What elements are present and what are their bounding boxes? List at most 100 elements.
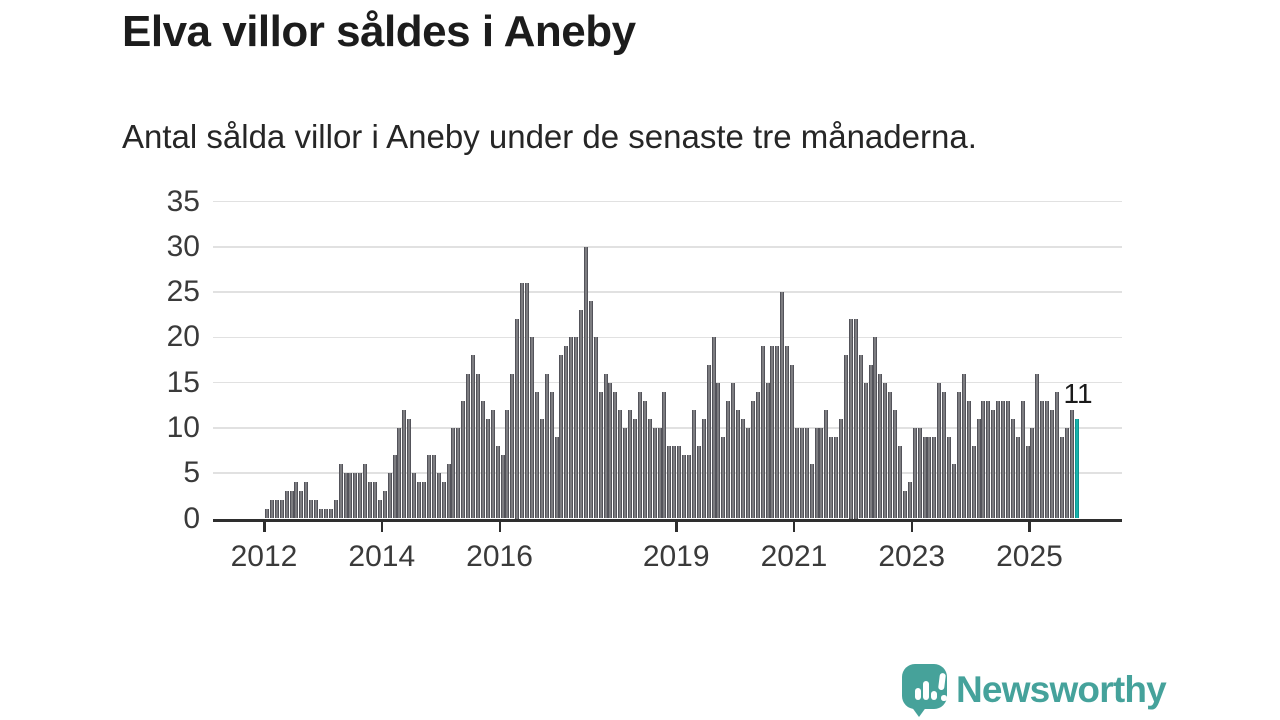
bar [917, 427, 922, 519]
bar [888, 391, 893, 519]
bar [338, 464, 343, 519]
bar [755, 391, 760, 519]
bar [515, 319, 520, 519]
bar [574, 337, 579, 519]
x-axis-tick [910, 521, 914, 532]
bar [407, 418, 412, 519]
bar [544, 373, 549, 519]
x-axis-tick-label: 2023 [878, 540, 946, 573]
bar [672, 446, 677, 519]
bar [1030, 427, 1035, 519]
bar [981, 400, 986, 519]
bar [834, 436, 839, 519]
bar [682, 455, 687, 519]
bar [422, 482, 427, 519]
bar [294, 482, 299, 519]
y-axis-tick-label: 30 [166, 229, 200, 263]
bar [922, 436, 927, 519]
highlight-value-label: 11 [1063, 378, 1093, 409]
bar [495, 446, 500, 519]
bar [637, 391, 642, 519]
bar [1059, 436, 1064, 519]
bar [588, 301, 593, 519]
bar [289, 491, 294, 519]
bar [549, 391, 554, 519]
x-axis-tick-label: 2021 [760, 540, 828, 573]
logo-exclamation-dot-icon [941, 695, 947, 701]
x-axis-tick-label: 2016 [466, 540, 533, 573]
bar [932, 436, 937, 519]
bar [750, 400, 755, 519]
bar [505, 409, 510, 519]
y-axis-tick-label: 5 [183, 456, 200, 490]
x-axis-tick [1028, 521, 1031, 532]
bar [397, 427, 402, 519]
bar [986, 400, 991, 519]
bar [1010, 418, 1015, 519]
bar [839, 418, 844, 519]
logo-speech-bubble-icon [902, 664, 947, 709]
bar [951, 464, 956, 519]
bar [844, 355, 849, 519]
bar [848, 319, 853, 519]
bar [490, 409, 495, 519]
bar [721, 436, 726, 519]
bar [343, 473, 348, 519]
bar [863, 382, 868, 519]
bar [799, 427, 804, 519]
y-axis-tick-label: 15 [166, 365, 200, 399]
bar [559, 355, 564, 519]
bar [976, 418, 981, 519]
bar [961, 373, 966, 519]
bar [780, 292, 785, 519]
logo-bubble-tail [911, 706, 927, 717]
bar [471, 355, 476, 519]
bar [583, 246, 588, 519]
bar [353, 473, 358, 519]
bar [996, 400, 1001, 519]
bar [1045, 400, 1050, 519]
bar [274, 500, 279, 519]
bar [426, 455, 431, 519]
bar [642, 400, 647, 519]
y-axis-tick-label: 35 [166, 184, 200, 218]
bar [1025, 446, 1030, 519]
bar [417, 482, 422, 519]
bar [525, 283, 530, 519]
bar [731, 382, 736, 519]
bar [579, 310, 584, 519]
bar [387, 473, 392, 519]
bar [412, 473, 417, 519]
bar [539, 418, 544, 519]
bar [883, 382, 888, 519]
bar [603, 373, 608, 519]
bar [858, 355, 863, 519]
bar [971, 446, 976, 519]
bar [902, 491, 907, 519]
bar [765, 382, 770, 519]
brand-name: Newsworthy [956, 669, 1167, 710]
bar [402, 409, 407, 519]
bar [377, 500, 382, 519]
bar [569, 337, 574, 519]
bar [1035, 373, 1040, 519]
gridline-y35 [213, 200, 1122, 203]
bar [956, 391, 961, 519]
bar [510, 373, 515, 519]
y-axis-tick-label: 0 [183, 501, 200, 535]
bar [652, 427, 657, 519]
y-axis-tick-label: 20 [166, 320, 200, 354]
bar [480, 400, 485, 519]
bar [687, 455, 691, 519]
x-axis-tick-label: 2014 [348, 540, 416, 573]
bar [937, 382, 942, 519]
bar [745, 427, 750, 519]
bar [898, 446, 902, 519]
bar [657, 427, 662, 519]
bar [804, 427, 809, 519]
bar [1055, 391, 1060, 519]
chart-subtitle: Antal sålda villor i Aneby under de sena… [122, 118, 977, 155]
bar [927, 436, 932, 519]
x-axis-tick-label: 2012 [230, 540, 298, 573]
bar [564, 346, 569, 519]
